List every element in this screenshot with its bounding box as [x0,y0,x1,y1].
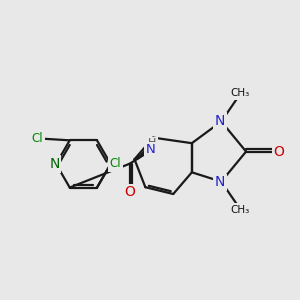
Text: Cl: Cl [110,157,122,170]
Text: CH₃: CH₃ [230,88,250,98]
Text: O: O [273,145,284,158]
Text: H: H [148,138,156,148]
Text: N: N [214,114,225,128]
Text: Cl: Cl [32,132,43,145]
Text: O: O [124,185,135,200]
Text: CH₃: CH₃ [230,205,250,215]
Text: N: N [146,143,155,157]
Text: N: N [214,175,225,189]
Text: N: N [50,157,60,171]
